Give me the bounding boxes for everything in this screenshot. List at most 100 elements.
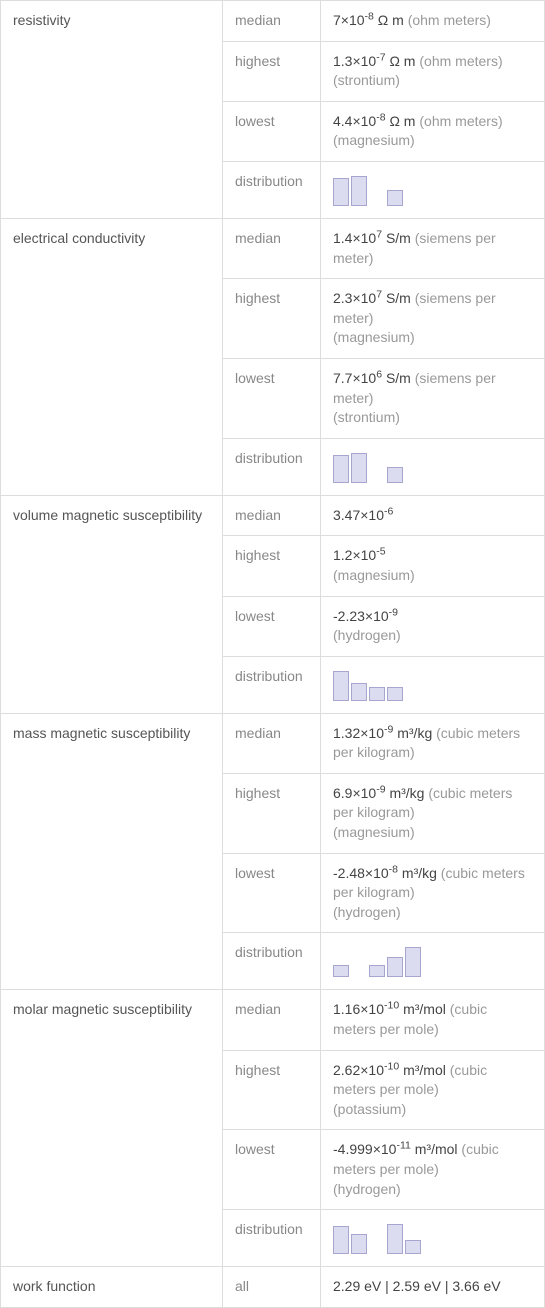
property-name-cont xyxy=(1,279,223,359)
value-cell: 2.62×10-10 m³/mol (cubic meters per mole… xyxy=(321,1050,545,1130)
property-name: electrical conductivity xyxy=(1,218,223,278)
stat-label: highest xyxy=(223,536,321,596)
value-number: 2.62×10 xyxy=(333,1062,384,1078)
value-exponent: -7 xyxy=(376,51,385,63)
table-row: highest1.2×10-5 (magnesium) xyxy=(1,536,545,596)
stat-label: median xyxy=(223,218,321,278)
value-cell: 3.47×10-6 xyxy=(321,495,545,536)
value-cell: 4.4×10-8 Ω m (ohm meters) (magnesium) xyxy=(321,101,545,161)
value-exponent: -10 xyxy=(384,1000,399,1012)
value-number: -4.999×10 xyxy=(333,1141,396,1157)
stat-label: lowest xyxy=(223,101,321,161)
element-note: (hydrogen) xyxy=(333,1181,401,1197)
stat-label: highest xyxy=(223,773,321,853)
table-row: distribution xyxy=(1,438,545,495)
stat-label: lowest xyxy=(223,596,321,656)
unit-description: (ohm meters) xyxy=(404,12,491,28)
value-number: 1.2×10 xyxy=(333,547,376,563)
histogram-bar xyxy=(405,947,421,977)
histogram-bar xyxy=(387,467,403,483)
histogram-bar xyxy=(387,190,403,206)
stat-label: distribution xyxy=(223,656,321,713)
stat-label: median xyxy=(223,495,321,536)
table-row: lowest7.7×106 S/m (siemens per meter) (s… xyxy=(1,358,545,438)
value-exponent: -9 xyxy=(389,606,398,618)
value-exponent: -9 xyxy=(384,723,393,735)
table-row: lowest-4.999×10-11 m³/mol (cubic meters … xyxy=(1,1130,545,1210)
element-note: (magnesium) xyxy=(333,824,415,840)
histogram-bar xyxy=(351,453,367,483)
table-row: highest6.9×10-9 m³/kg (cubic meters per … xyxy=(1,773,545,853)
table-row: lowest-2.48×10-8 m³/kg (cubic meters per… xyxy=(1,853,545,933)
property-name-cont xyxy=(1,933,223,990)
table-row: highest2.62×10-10 m³/mol (cubic meters p… xyxy=(1,1050,545,1130)
value-exponent: -5 xyxy=(376,546,385,558)
value-cell: 1.16×10-10 m³/mol (cubic meters per mole… xyxy=(321,990,545,1050)
value-unit: Ω m xyxy=(386,53,416,69)
value-exponent: -8 xyxy=(376,111,385,123)
unit-description: (ohm meters) xyxy=(415,53,502,69)
value-cell: 1.32×10-9 m³/kg (cubic meters per kilogr… xyxy=(321,713,545,773)
value-number: 1.4×10 xyxy=(333,230,376,246)
stat-label: all xyxy=(223,1267,321,1308)
property-name-cont xyxy=(1,1050,223,1130)
histogram-bar xyxy=(405,1240,421,1254)
value-unit: Ω m xyxy=(386,113,416,129)
histogram-bar xyxy=(333,455,349,483)
property-name-cont xyxy=(1,358,223,438)
value-cell xyxy=(321,933,545,990)
property-name: molar magnetic susceptibility xyxy=(1,990,223,1050)
table-row: distribution xyxy=(1,933,545,990)
value-unit: S/m xyxy=(382,290,411,306)
value-number: -2.48×10 xyxy=(333,865,389,881)
table-row: volume magnetic susceptibilitymedian3.47… xyxy=(1,495,545,536)
table-row: highest1.3×10-7 Ω m (ohm meters) (stront… xyxy=(1,41,545,101)
value-cell: 1.4×107 S/m (siemens per meter) xyxy=(321,218,545,278)
properties-table: resistivity median 7×10-8 Ω m (ohm meters)… xyxy=(0,0,545,1308)
value-unit: S/m xyxy=(382,370,411,386)
value-cell: 2.3×107 S/m (siemens per meter) (magnesi… xyxy=(321,279,545,359)
value-exponent: -6 xyxy=(384,505,393,517)
property-name: mass magnetic susceptibility xyxy=(1,713,223,773)
table-row: lowest4.4×10-8 Ω m (ohm meters) (magnesi… xyxy=(1,101,545,161)
property-name-cont xyxy=(1,1130,223,1210)
distribution-histogram xyxy=(333,172,532,208)
histogram-bar xyxy=(333,671,349,701)
property-name-cont xyxy=(1,596,223,656)
stat-label: highest xyxy=(223,1050,321,1130)
value-unit: m³/mol xyxy=(411,1141,458,1157)
value-number: 1.32×10 xyxy=(333,725,384,741)
value-cell: 2.29 eV | 2.59 eV | 3.66 eV xyxy=(321,1267,545,1308)
property-name: resistivity xyxy=(1,1,223,42)
value-unit: S/m xyxy=(382,230,411,246)
element-note: (hydrogen) xyxy=(333,627,401,643)
value-cell xyxy=(321,438,545,495)
property-name-cont xyxy=(1,773,223,853)
table-row: distribution xyxy=(1,161,545,218)
stat-label: distribution xyxy=(223,933,321,990)
value-exponent: -9 xyxy=(376,783,385,795)
value-exponent: -10 xyxy=(384,1060,399,1072)
value-cell xyxy=(321,656,545,713)
value-cell: 7×10-8 Ω m (ohm meters) xyxy=(321,1,545,42)
value-exponent: -8 xyxy=(365,10,374,22)
histogram-bar xyxy=(387,687,403,701)
element-note: (strontium) xyxy=(333,72,400,88)
value-cell: 1.2×10-5 (magnesium) xyxy=(321,536,545,596)
value-cell: 6.9×10-9 m³/kg (cubic meters per kilogra… xyxy=(321,773,545,853)
value-exponent: -11 xyxy=(396,1140,410,1152)
table-row: lowest-2.23×10-9 (hydrogen) xyxy=(1,596,545,656)
histogram-bar xyxy=(333,178,349,206)
distribution-histogram xyxy=(333,667,532,703)
value-cell: -2.23×10-9 (hydrogen) xyxy=(321,596,545,656)
property-name-cont xyxy=(1,536,223,596)
table-row: highest2.3×107 S/m (siemens per meter) (… xyxy=(1,279,545,359)
stat-label: distribution xyxy=(223,438,321,495)
element-note: (hydrogen) xyxy=(333,904,401,920)
property-name-cont xyxy=(1,438,223,495)
value-number: 3.47×10 xyxy=(333,507,384,523)
stat-label: lowest xyxy=(223,853,321,933)
distribution-histogram xyxy=(333,449,532,485)
stat-label: distribution xyxy=(223,1210,321,1267)
property-name-cont xyxy=(1,656,223,713)
